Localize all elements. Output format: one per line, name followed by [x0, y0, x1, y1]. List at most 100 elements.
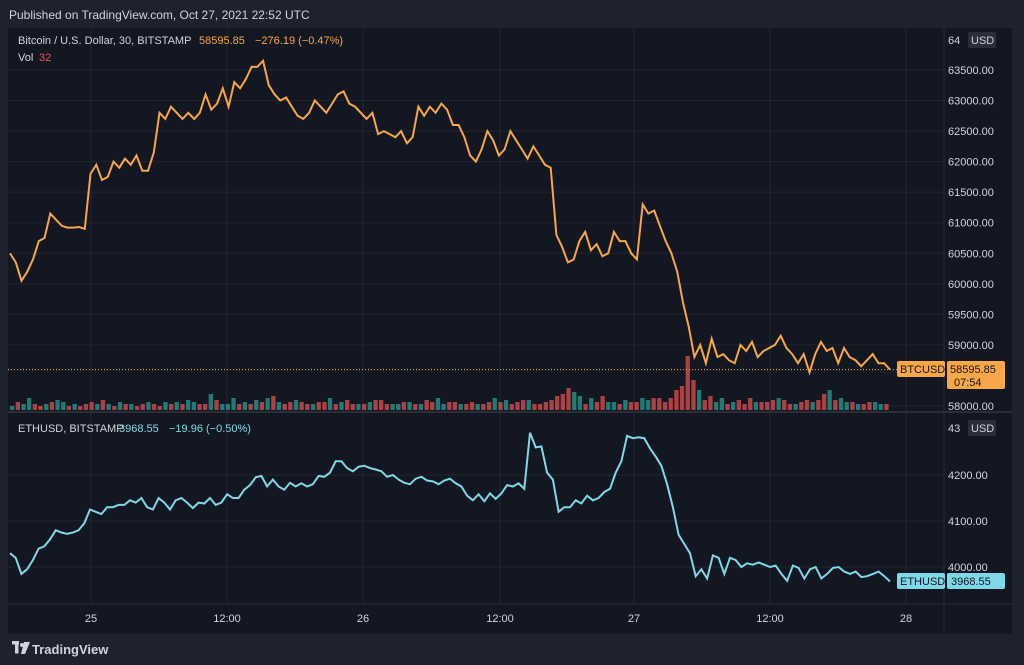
btc-tag-countdown: 07:54 — [954, 377, 982, 389]
volume-bar — [617, 404, 622, 410]
btc-price-line — [9, 58, 891, 376]
volume-bar — [498, 402, 503, 410]
volume-bar — [231, 398, 236, 410]
volume-bar — [424, 400, 429, 410]
btc-ytick-label: 59000.00 — [948, 340, 994, 352]
volume-bar — [27, 398, 32, 410]
volume-bar — [379, 400, 384, 410]
volume-bar — [282, 404, 287, 410]
eth-axis-top-partial: 43 — [948, 423, 960, 435]
volume-bar — [384, 404, 389, 410]
volume-bar — [95, 404, 100, 410]
volume-bar — [305, 404, 310, 410]
xtick-label: 28 — [900, 613, 912, 625]
btc-ytick-label: 63000.00 — [948, 96, 994, 108]
volume-bar — [884, 404, 889, 410]
volume-bar — [623, 400, 628, 410]
xtick-label: 12:00 — [756, 613, 784, 625]
btc-tag-name-bg — [897, 361, 945, 377]
volume-bar — [322, 402, 327, 410]
volume-bar — [38, 406, 43, 410]
eth-currency-badge[interactable] — [968, 420, 996, 436]
volume-bar — [333, 404, 338, 410]
volume-bar — [668, 398, 673, 410]
volume-bar — [572, 392, 577, 410]
chart-area[interactable]: Bitcoin / U.S. Dollar, 30, BITSTAMP 5859… — [8, 28, 1012, 634]
volume-bar — [475, 404, 480, 410]
eth-ytick-label: 4100.00 — [948, 516, 988, 528]
published-header: Published on TradingView.com, Oct 27, 20… — [0, 0, 1024, 28]
volume-bar — [418, 404, 424, 410]
btc-price-axis[interactable]: 63500.00 63000.00 62500.00 62000.00 61500.00… — [948, 65, 994, 413]
volume-bar — [362, 404, 367, 410]
btc-ytick-label: 62500.00 — [948, 126, 994, 138]
time-axis[interactable]: 25 12:00 26 12:00 27 12:00 28 — [85, 613, 912, 625]
volume-bar — [782, 400, 787, 410]
volume-bar — [486, 402, 492, 410]
volume-bar — [600, 396, 605, 410]
volume-bar — [15, 402, 20, 410]
volume-bar — [248, 404, 253, 410]
volume-label: Vol — [18, 52, 33, 64]
volume-bar — [163, 402, 168, 410]
xtick-label: 26 — [357, 613, 369, 625]
volume-bar — [10, 406, 15, 410]
eth-price-line — [9, 432, 891, 583]
volume-bar — [174, 402, 179, 410]
volume-bar — [208, 394, 213, 410]
volume-bar — [100, 400, 106, 410]
volume-bar — [697, 390, 702, 410]
chart-svg[interactable]: Bitcoin / U.S. Dollar, 30, BITSTAMP 5859… — [8, 28, 1012, 634]
volume-bar — [180, 404, 185, 410]
tradingview-logo-icon[interactable] — [12, 641, 30, 655]
volume-bar — [691, 380, 696, 410]
volume-bar — [787, 404, 793, 410]
volume-bar — [532, 404, 537, 410]
volume-value: 32 — [39, 52, 51, 64]
volume-bar — [310, 404, 316, 410]
volume-bar — [350, 404, 355, 410]
tradingview-brand[interactable]: TradingView — [32, 642, 109, 657]
btc-change: −276.19 (−0.47%) — [255, 35, 343, 47]
volume-bar — [640, 398, 645, 410]
volume-bar — [702, 400, 707, 410]
volume-bar — [469, 402, 475, 410]
volume-bar — [657, 398, 662, 410]
volume-bar — [725, 404, 730, 410]
eth-symbol-title: ETHUSD, BITSTAMP — [18, 423, 124, 435]
volume-bar — [32, 404, 37, 410]
btc-currency-label[interactable]: USD — [971, 35, 994, 47]
volume-bar — [577, 396, 582, 410]
volume-bar — [827, 390, 832, 410]
eth-tag-name: ETHUSD — [900, 576, 945, 588]
volume-bar — [844, 402, 849, 410]
btc-last-price: 58595.85 — [199, 35, 245, 47]
volume-bar — [271, 396, 276, 410]
volume-bar — [299, 402, 304, 410]
volume-bar — [61, 402, 66, 410]
volume-bar — [146, 402, 151, 410]
volume-bar — [458, 404, 463, 410]
btc-tag-value-bg — [947, 361, 1005, 389]
volume-bar — [538, 404, 543, 410]
btc-currency-badge[interactable] — [968, 32, 996, 48]
volume-bar — [435, 398, 441, 410]
volume-bar — [816, 400, 821, 410]
eth-tag-value: 3968.55 — [951, 576, 991, 588]
eth-currency-label[interactable]: USD — [971, 423, 994, 435]
eth-price-axis[interactable]: 4200.00 4100.00 4000.00 — [948, 470, 988, 574]
volume-bar — [327, 398, 333, 410]
btc-ytick-label: 58000.00 — [948, 401, 994, 413]
volume-bar — [390, 404, 395, 410]
volume-bar — [838, 398, 844, 410]
eth-tag-name-bg — [897, 573, 945, 589]
volume-bar — [151, 404, 157, 410]
volume-bar — [186, 400, 191, 410]
volume-bar — [748, 398, 753, 410]
volume-bar — [555, 396, 560, 410]
volume-bar — [49, 402, 54, 410]
volume-bar — [83, 404, 89, 410]
volume-bar — [560, 394, 565, 410]
volume-bar — [679, 386, 685, 410]
volume-bar — [804, 400, 810, 410]
